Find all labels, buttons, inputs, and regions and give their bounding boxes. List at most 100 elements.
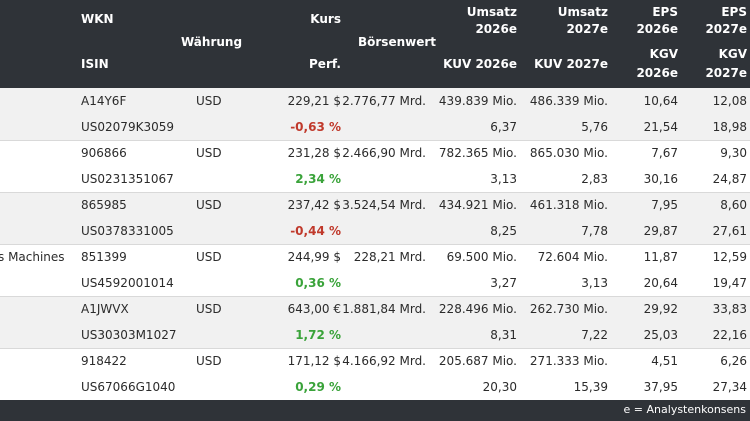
table-row[interactable]: A14Y6F USD 229,21 $ 2.776,77 Mrd. 439.83… xyxy=(0,88,750,140)
kuv-2027-cell: 7,78 xyxy=(581,224,608,238)
kgv-2026-cell: 21,54 xyxy=(643,120,678,134)
consensus-note: e = Analystenkonsens xyxy=(623,403,746,416)
eps-2026-cell: 7,95 xyxy=(651,198,678,212)
table-row[interactable]: 906866 USD 231,28 $ 2.466,90 Mrd. 782.36… xyxy=(0,140,750,192)
eps-2026-cell: 10,64 xyxy=(643,94,678,108)
performance-cell: 0,36 % xyxy=(295,276,341,290)
col-header-perf[interactable]: Perf. xyxy=(309,57,341,71)
revenue-2027-cell: 72.604 Mio. xyxy=(537,250,608,264)
revenue-2027-cell: 486.339 Mio. xyxy=(529,94,608,108)
col-header-boersenwert[interactable]: Börsenwert xyxy=(358,35,437,49)
wkn-cell: 851399 xyxy=(81,250,127,264)
revenue-2027-cell: 271.333 Mio. xyxy=(529,354,608,368)
kgv-2027-cell: 19,47 xyxy=(712,276,747,290)
table-row[interactable]: s Machines 851399 USD 244,99 $ 228,21 Mr… xyxy=(0,244,750,296)
market-cap-cell: 4.166,92 Mrd. xyxy=(342,354,426,368)
table-row[interactable]: 865985 USD 237,42 $ 3.524,54 Mrd. 434.92… xyxy=(0,192,750,244)
col-header-isin[interactable]: ISIN xyxy=(81,57,109,71)
eps-2026-cell: 7,67 xyxy=(651,146,678,160)
market-cap-cell: 1.881,84 Mrd. xyxy=(342,302,426,316)
kgv-2027-cell: 27,61 xyxy=(712,224,747,238)
price-cell: 237,42 $ xyxy=(287,198,341,212)
col-header-kuv-2026[interactable]: KUV 2026e xyxy=(443,57,517,71)
kuv-2027-cell: 3,13 xyxy=(581,276,608,290)
revenue-2026-cell: 69.500 Mio. xyxy=(446,250,517,264)
price-cell: 244,99 $ xyxy=(287,250,341,264)
isin-cell: US02079K3059 xyxy=(81,120,174,134)
isin-cell: US0231351067 xyxy=(81,172,174,186)
col-header-eps-2027[interactable]: EPS xyxy=(721,5,747,19)
kuv-2027-cell: 5,76 xyxy=(581,120,608,134)
market-cap-cell: 2.466,90 Mrd. xyxy=(342,146,426,160)
eps-2027-cell: 6,26 xyxy=(720,354,747,368)
currency-cell: USD xyxy=(196,354,222,368)
market-cap-cell: 3.524,54 Mrd. xyxy=(342,198,426,212)
isin-cell: US4592001014 xyxy=(81,276,174,290)
row-divider xyxy=(0,192,750,193)
price-cell: 229,21 $ xyxy=(287,94,341,108)
col-header-eps-2027-year: 2027e xyxy=(705,22,747,36)
revenue-2027-cell: 262.730 Mio. xyxy=(529,302,608,316)
col-header-kgv-2027-year: 2027e xyxy=(705,66,747,80)
wkn-cell: A1JWVX xyxy=(81,302,129,316)
table-footer: e = Analystenkonsens xyxy=(0,400,750,421)
currency-cell: USD xyxy=(196,94,222,108)
revenue-2026-cell: 782.365 Mio. xyxy=(438,146,517,160)
revenue-2026-cell: 434.921 Mio. xyxy=(438,198,517,212)
col-header-umsatz-2026-year: 2026e xyxy=(475,22,517,36)
performance-cell: 2,34 % xyxy=(295,172,341,186)
revenue-2027-cell: 865.030 Mio. xyxy=(529,146,608,160)
performance-cell: 0,29 % xyxy=(295,380,341,394)
col-header-umsatz-2026[interactable]: Umsatz xyxy=(466,5,517,19)
performance-cell: 1,72 % xyxy=(295,328,341,342)
col-header-kgv-2027[interactable]: KGV xyxy=(718,47,747,61)
col-header-eps-2026[interactable]: EPS xyxy=(652,5,678,19)
price-cell: 171,12 $ xyxy=(287,354,341,368)
table-row[interactable]: A1JWVX USD 643,00 € 1.881,84 Mrd. 228.49… xyxy=(0,296,750,348)
eps-2027-cell: 8,60 xyxy=(720,198,747,212)
eps-2027-cell: 9,30 xyxy=(720,146,747,160)
wkn-cell: 918422 xyxy=(81,354,127,368)
eps-2027-cell: 33,83 xyxy=(712,302,747,316)
currency-cell: USD xyxy=(196,250,222,264)
col-header-kurs[interactable]: Kurs xyxy=(310,12,341,26)
kuv-2026-cell: 3,27 xyxy=(490,276,517,290)
kuv-2027-cell: 15,39 xyxy=(573,380,608,394)
col-header-kgv-2026-year: 2026e xyxy=(636,66,678,80)
col-header-eps-2026-year: 2026e xyxy=(636,22,678,36)
company-name-cell[interactable]: s Machines xyxy=(0,250,65,264)
col-header-kgv-2026[interactable]: KGV xyxy=(649,47,678,61)
revenue-2026-cell: 205.687 Mio. xyxy=(438,354,517,368)
kgv-2026-cell: 29,87 xyxy=(643,224,678,238)
kgv-2026-cell: 25,03 xyxy=(643,328,678,342)
eps-2027-cell: 12,59 xyxy=(712,250,747,264)
performance-cell: -0,63 % xyxy=(290,120,341,134)
eps-2026-cell: 11,87 xyxy=(643,250,678,264)
kgv-2027-cell: 18,98 xyxy=(712,120,747,134)
kgv-2027-cell: 24,87 xyxy=(712,172,747,186)
wkn-cell: A14Y6F xyxy=(81,94,127,108)
isin-cell: US0378331005 xyxy=(81,224,174,238)
eps-2027-cell: 12,08 xyxy=(712,94,747,108)
price-cell: 643,00 € xyxy=(287,302,341,316)
revenue-2026-cell: 228.496 Mio. xyxy=(438,302,517,316)
kgv-2027-cell: 22,16 xyxy=(712,328,747,342)
revenue-2026-cell: 439.839 Mio. xyxy=(438,94,517,108)
col-header-kuv-2027[interactable]: KUV 2027e xyxy=(534,57,608,71)
col-header-waehrung[interactable]: Währung xyxy=(181,35,243,49)
currency-cell: USD xyxy=(196,198,222,212)
revenue-2027-cell: 461.318 Mio. xyxy=(529,198,608,212)
performance-cell: -0,44 % xyxy=(290,224,341,238)
row-divider xyxy=(0,244,750,245)
kuv-2026-cell: 6,37 xyxy=(490,120,517,134)
col-header-umsatz-2027-year: 2027e xyxy=(566,22,608,36)
row-divider xyxy=(0,140,750,141)
market-cap-cell: 2.776,77 Mrd. xyxy=(342,94,426,108)
currency-cell: USD xyxy=(196,146,222,160)
col-header-umsatz-2027[interactable]: Umsatz xyxy=(557,5,608,19)
table-header: WKN ISIN Währung Kurs Perf. Börsenwert U… xyxy=(0,0,750,88)
table-row[interactable]: 918422 USD 171,12 $ 4.166,92 Mrd. 205.68… xyxy=(0,348,750,400)
kgv-2027-cell: 27,34 xyxy=(712,380,747,394)
col-header-wkn[interactable]: WKN xyxy=(81,12,114,26)
